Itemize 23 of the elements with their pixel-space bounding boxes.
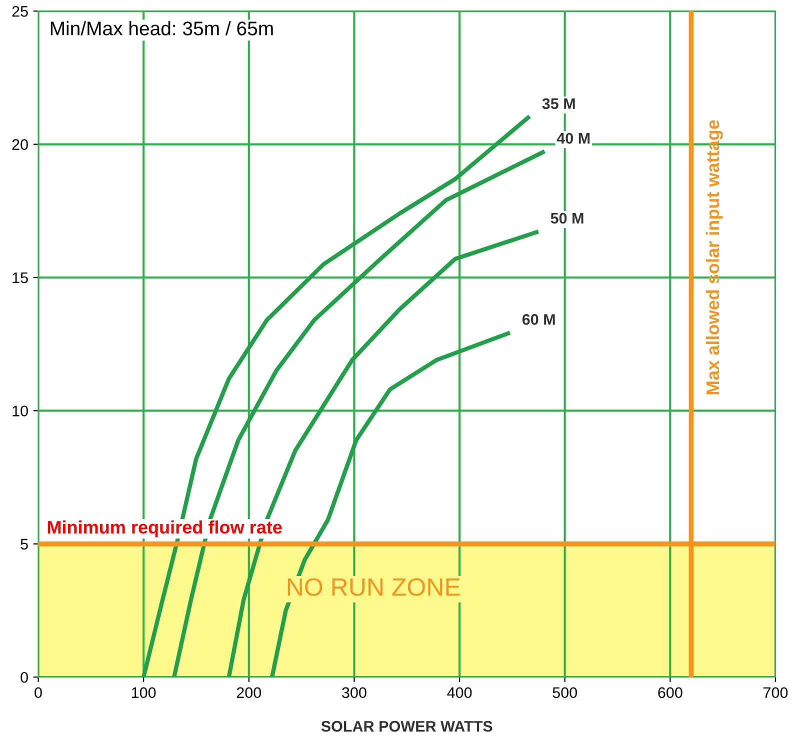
- x-tick-label: 200: [236, 687, 262, 698]
- series-label: 40 M: [556, 132, 590, 144]
- y-tick-label: 20: [12, 139, 28, 150]
- ref-line-label: Max allowed solar input wattage: [706, 120, 723, 394]
- x-tick-label: 300: [342, 687, 366, 698]
- x-tick-label: 0: [34, 687, 42, 698]
- band-label: NO RUN ZONE: [288, 578, 460, 596]
- x-tick-label: 400: [447, 687, 472, 698]
- x-tick-label: 600: [658, 687, 682, 698]
- ref-line-label: Minimum required flow rate: [48, 520, 282, 538]
- y-tick-label: 25: [12, 6, 28, 17]
- x-tick-label: 700: [764, 687, 788, 698]
- y-tick-label: 15: [12, 272, 28, 284]
- x-axis-title: SOLAR POWER WATTS: [321, 720, 492, 732]
- annotation: Min/Max head: 35m / 65m: [50, 21, 273, 36]
- x-tick-label: 100: [132, 687, 156, 698]
- series-label: 35 M: [542, 98, 575, 110]
- y-tick-label: 10: [12, 406, 28, 416]
- y-tick-label: 0: [20, 672, 28, 683]
- x-tick-label: 500: [552, 687, 577, 698]
- series-label: 60 M: [522, 314, 555, 325]
- y-tick-label: 5: [20, 538, 28, 550]
- series-label: 50 M: [550, 212, 584, 224]
